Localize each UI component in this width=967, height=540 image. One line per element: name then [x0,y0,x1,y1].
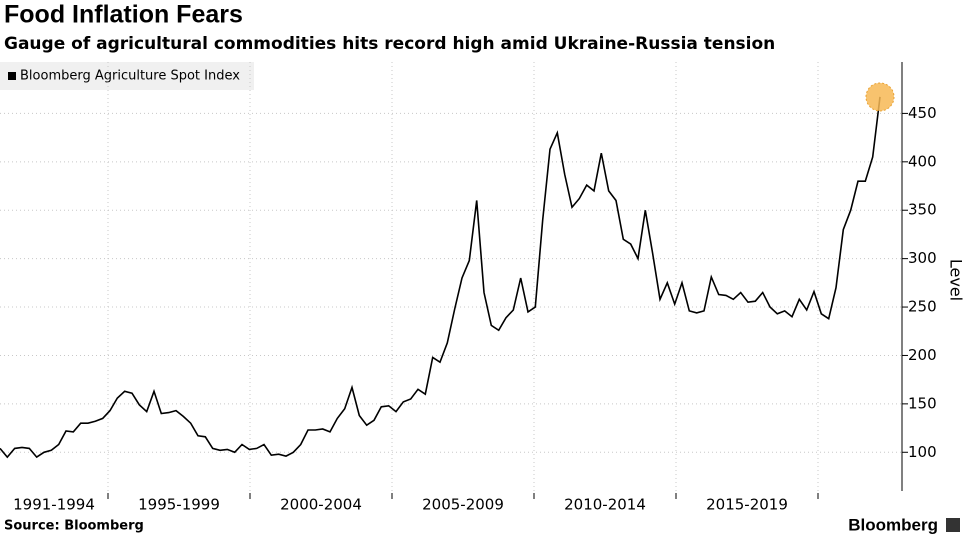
y-tick-label: 200 [908,346,937,364]
source: Source: Bloomberg [4,519,144,534]
y-axis-label: Level [947,259,966,301]
y-tick-label: 350 [908,201,937,219]
y-tick-label: 300 [908,249,937,267]
x-tick-label: 2015-2019 [706,496,788,514]
chart-title: Food Inflation Fears [4,1,243,29]
y-tick-label: 250 [908,298,937,316]
logo: Bloomberg [848,515,938,534]
y-tick-label: 400 [908,152,937,170]
legend-box [0,62,254,90]
x-tick-label: 2000-2004 [280,496,362,514]
logo-icon [946,518,960,532]
x-tick-label: 2005-2009 [422,496,504,514]
x-tick-label: 1995-1999 [138,496,220,514]
y-tick-label: 100 [908,443,937,461]
legend-swatch [8,72,16,80]
x-tick-label: 2010-2014 [564,496,646,514]
chart-subtitle: Gauge of agricultural commodities hits r… [4,34,775,54]
series-line [0,96,881,459]
y-tick-label: 450 [908,104,937,122]
y-tick-label: 150 [908,394,937,412]
legend-label: Bloomberg Agriculture Spot Index [20,69,240,84]
highlight-marker [865,82,895,112]
x-tick-label: 1991-1994 [13,496,95,514]
